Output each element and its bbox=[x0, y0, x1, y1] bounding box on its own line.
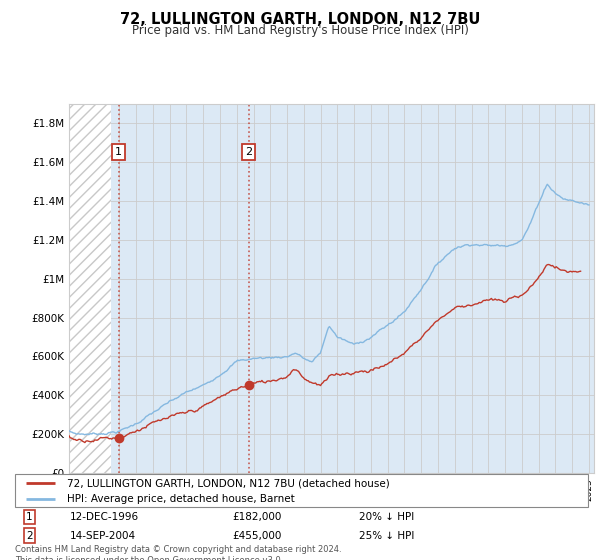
Text: 2: 2 bbox=[245, 147, 252, 157]
Text: 1: 1 bbox=[26, 512, 32, 522]
Polygon shape bbox=[69, 104, 111, 473]
Text: 2: 2 bbox=[26, 530, 32, 540]
Text: Contains HM Land Registry data © Crown copyright and database right 2024.
This d: Contains HM Land Registry data © Crown c… bbox=[15, 545, 341, 560]
Text: 25% ↓ HPI: 25% ↓ HPI bbox=[359, 530, 414, 540]
Text: 1: 1 bbox=[115, 147, 122, 157]
Text: 20% ↓ HPI: 20% ↓ HPI bbox=[359, 512, 414, 522]
Text: 12-DEC-1996: 12-DEC-1996 bbox=[70, 512, 139, 522]
Text: Price paid vs. HM Land Registry's House Price Index (HPI): Price paid vs. HM Land Registry's House … bbox=[131, 24, 469, 36]
Text: HPI: Average price, detached house, Barnet: HPI: Average price, detached house, Barn… bbox=[67, 494, 295, 503]
Text: 72, LULLINGTON GARTH, LONDON, N12 7BU: 72, LULLINGTON GARTH, LONDON, N12 7BU bbox=[120, 12, 480, 27]
Text: £182,000: £182,000 bbox=[233, 512, 282, 522]
Text: 72, LULLINGTON GARTH, LONDON, N12 7BU (detached house): 72, LULLINGTON GARTH, LONDON, N12 7BU (d… bbox=[67, 478, 389, 488]
Text: £455,000: £455,000 bbox=[233, 530, 282, 540]
FancyBboxPatch shape bbox=[15, 474, 588, 507]
Text: 14-SEP-2004: 14-SEP-2004 bbox=[70, 530, 136, 540]
